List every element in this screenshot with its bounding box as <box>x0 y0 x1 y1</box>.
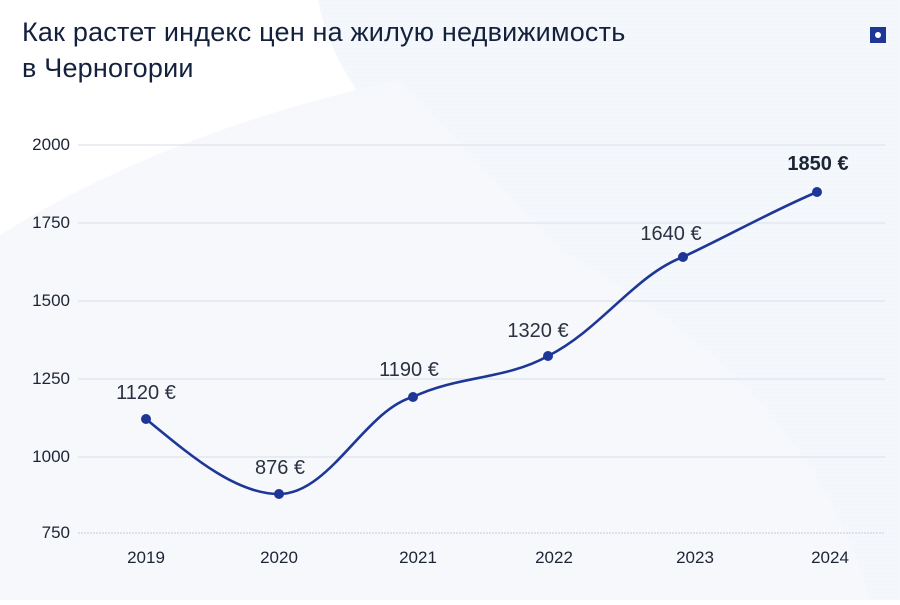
logo-dot <box>875 32 881 38</box>
x-tick-label: 2024 <box>811 548 849 567</box>
x-tick-label: 2019 <box>127 548 165 567</box>
data-point-2021[interactable] <box>408 392 418 402</box>
data-point-2020[interactable] <box>274 489 284 499</box>
square-dot-logo-icon <box>870 27 886 43</box>
data-point-2024[interactable] <box>812 187 822 197</box>
y-tick-label: 1250 <box>32 369 70 388</box>
data-label-2022: 1320 € <box>507 320 569 342</box>
x-tick-label: 2020 <box>260 548 298 567</box>
data-label-2019: 1120 € <box>116 382 176 404</box>
data-label-2023: 1640 € <box>640 223 702 245</box>
y-tick-label: 1500 <box>32 291 70 310</box>
price-line <box>144 190 819 496</box>
chart-title: Как растет индекс цен на жилую недвижимо… <box>22 14 782 86</box>
data-label-2020: 876 € <box>254 457 306 479</box>
x-tick-label: 2023 <box>676 548 714 567</box>
data-point-2019[interactable] <box>141 414 151 424</box>
gridlines <box>78 144 885 534</box>
chart-title-line2: в Черногории <box>22 53 194 83</box>
y-tick-label: 750 <box>41 523 70 542</box>
data-point-2022[interactable] <box>543 351 553 361</box>
data-label-2021: 1190 € <box>379 359 439 381</box>
y-tick-label: 1000 <box>32 447 70 466</box>
x-tick-label: 2021 <box>399 548 437 567</box>
data-point-2023[interactable] <box>678 252 688 262</box>
y-tick-label: 1750 <box>32 213 70 232</box>
chart-title-line1: Как растет индекс цен на жилую недвижимо… <box>22 17 626 47</box>
y-tick-label: 2000 <box>32 135 70 154</box>
data-label-2024: 1850 € <box>787 153 849 175</box>
x-tick-label: 2022 <box>535 548 573 567</box>
data-points <box>141 187 822 499</box>
